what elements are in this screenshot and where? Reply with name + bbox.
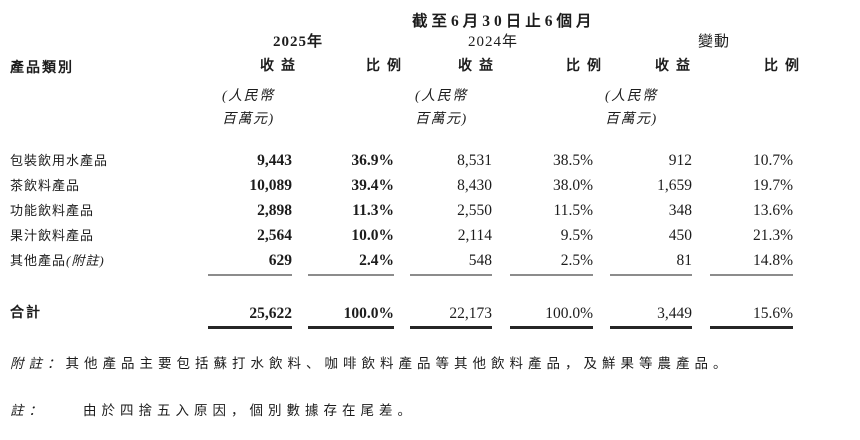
cell-change-revenue: 348 — [668, 202, 692, 219]
total-2025-revenue: 25,622 — [249, 305, 292, 322]
total-change-proportion: 15.6% — [752, 305, 793, 322]
column-rule — [208, 274, 292, 276]
product-label: 果汁飲料產品 — [10, 228, 95, 243]
cell-2025-proportion: 2.4% — [359, 252, 394, 269]
footnote-rounding: 註： 由於四捨五入原因，個別數據存在尾差。 — [10, 399, 416, 419]
unit-note-change-line1: (人民幣 — [605, 89, 658, 104]
table-row: 果汁飲料產品 2,564 10.0% 2,114 9.5% 450 21.3% — [0, 226, 860, 246]
column-rule — [610, 274, 692, 276]
total-2025-proportion: 100.0% — [343, 305, 394, 322]
product-label: 功能飲料產品 — [10, 203, 95, 218]
cell-change-revenue: 81 — [676, 252, 693, 269]
unit-note-2024-line2: 百萬元) — [415, 112, 468, 127]
cell-2025-revenue: 2,898 — [257, 202, 292, 219]
cell-2024-proportion: 38.5% — [552, 152, 593, 169]
cell-2024-proportion: 9.5% — [560, 227, 593, 244]
cell-2024-proportion: 2.5% — [560, 252, 593, 269]
table-row: 功能飲料產品 2,898 11.3% 2,550 11.5% 348 13.6% — [0, 201, 860, 221]
cell-change-revenue: 450 — [668, 227, 692, 244]
cell-change-proportion: 19.7% — [752, 177, 793, 194]
unit-note-2024-line1: (人民幣 — [415, 89, 468, 104]
col-group-change: 變動 — [697, 34, 730, 50]
footnote-prefix: 附註： — [10, 356, 66, 371]
cell-2025-revenue: 9,443 — [257, 152, 292, 169]
revenue-header-2024: 收益 — [458, 59, 500, 74]
unit-note-2025-line1: (人民幣 — [222, 89, 275, 104]
proportion-header-2025: 比例 — [366, 59, 408, 74]
product-note: (附註) — [66, 253, 105, 268]
total-change-revenue: 3,449 — [657, 305, 692, 322]
column-rule — [710, 274, 793, 276]
cell-2025-proportion: 36.9% — [351, 152, 394, 169]
cell-2025-proportion: 39.4% — [351, 177, 394, 194]
footnote-text: 由於四捨五入原因，個別數據存在尾差。 — [83, 403, 416, 418]
cell-2025-revenue: 629 — [268, 252, 292, 269]
product-label: 茶飲料產品 — [10, 178, 81, 193]
revenue-header-change: 收益 — [655, 59, 697, 74]
total-rule — [510, 326, 593, 329]
proportion-header-2024: 比例 — [566, 59, 608, 74]
total-row: 合計 25,622 100.0% 22,173 100.0% 3,449 15.… — [0, 304, 860, 324]
cell-2024-revenue: 2,114 — [457, 227, 492, 244]
col-group-2024: 2024年 — [467, 34, 518, 50]
cell-change-proportion: 14.8% — [752, 252, 793, 269]
cell-change-proportion: 10.7% — [752, 152, 793, 169]
table-row: 茶飲料產品 10,089 39.4% 8,430 38.0% 1,659 19.… — [0, 176, 860, 196]
cell-2024-proportion: 11.5% — [553, 202, 593, 219]
unit-note-2025-line2: 百萬元) — [222, 112, 275, 127]
cell-2025-revenue: 10,089 — [249, 177, 292, 194]
cell-2025-proportion: 11.3% — [352, 202, 394, 219]
revenue-header-2025: 收益 — [260, 59, 302, 74]
footnote-text: 其他產品主要包括蘇打水飲料、咖啡飲料產品等其他飲料產品，及鮮果等農產品。 — [65, 356, 732, 371]
total-rule — [208, 326, 292, 329]
cell-2024-revenue: 2,550 — [457, 202, 492, 219]
total-rule — [610, 326, 692, 329]
cell-change-proportion: 13.6% — [752, 202, 793, 219]
footnote-other-products: 附註：其他產品主要包括蘇打水飲料、咖啡飲料產品等其他飲料產品，及鮮果等農產品。 — [10, 352, 732, 372]
cell-2025-proportion: 10.0% — [351, 227, 394, 244]
total-rule — [710, 326, 793, 329]
period-header: 截至6月30日止6個月 — [412, 13, 596, 30]
total-rule — [410, 326, 492, 329]
cell-2025-revenue: 2,564 — [257, 227, 292, 244]
cell-change-proportion: 21.3% — [752, 227, 793, 244]
total-2024-proportion: 100.0% — [545, 305, 593, 322]
product-label: 包裝飲用水產品 — [10, 153, 109, 168]
proportion-header-change: 比例 — [764, 59, 806, 74]
table-row: 包裝飲用水產品 9,443 36.9% 8,531 38.5% 912 10.7… — [0, 151, 860, 171]
product-label: 其他產品(附註) — [10, 253, 105, 268]
column-rule — [510, 274, 593, 276]
cell-2024-revenue: 548 — [468, 252, 492, 269]
footnote-prefix: 註： — [10, 403, 47, 418]
cell-2024-proportion: 38.0% — [552, 177, 593, 194]
col-group-2025: 2025年 — [272, 34, 323, 50]
cell-2024-revenue: 8,531 — [457, 152, 492, 169]
category-column-header: 產品類別 — [10, 61, 74, 76]
column-rule — [410, 274, 492, 276]
total-2024-revenue: 22,173 — [449, 305, 492, 322]
unit-note-change-line2: 百萬元) — [605, 112, 658, 127]
cell-change-revenue: 912 — [668, 152, 692, 169]
cell-2024-revenue: 8,430 — [457, 177, 492, 194]
cell-change-revenue: 1,659 — [657, 177, 692, 194]
table-row: 其他產品(附註) 629 2.4% 548 2.5% 81 14.8% — [0, 251, 860, 271]
total-label: 合計 — [10, 306, 42, 321]
column-rule — [308, 274, 394, 276]
total-rule — [308, 326, 394, 329]
